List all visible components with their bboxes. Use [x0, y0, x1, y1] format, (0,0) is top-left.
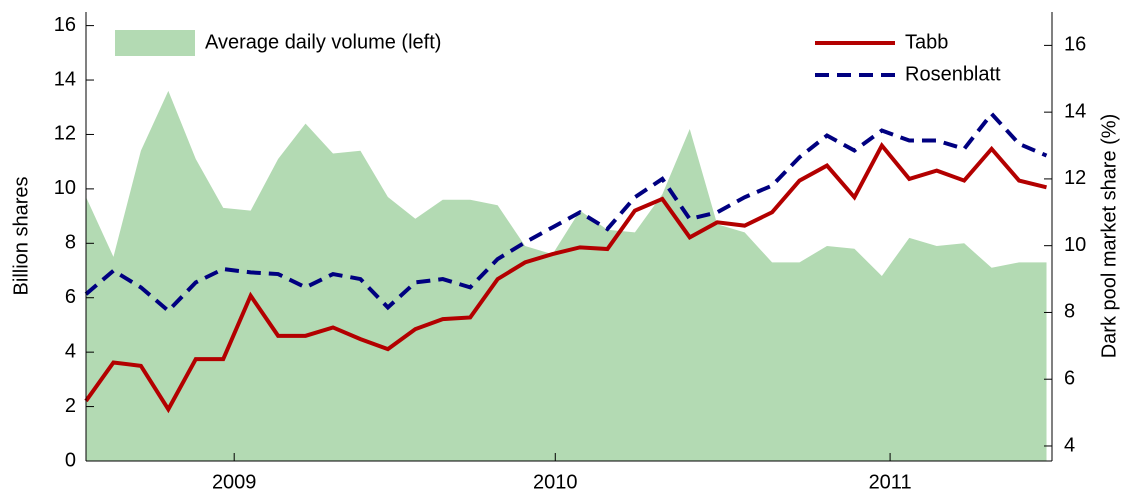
line	[84, 141, 1047, 414]
y2-tick-label: 14	[1064, 100, 1086, 122]
y2-tick-label: 8	[1064, 301, 1075, 323]
legend-label: Average daily volume (left)	[205, 31, 441, 53]
y-tick-label: 8	[65, 232, 76, 254]
y-tick-label: 16	[54, 14, 76, 36]
y-tick-label: 4	[65, 340, 76, 362]
y2-tick-label: 4	[1064, 434, 1075, 456]
y-tick-label: 12	[54, 123, 76, 145]
y-tick-label: 0	[65, 449, 76, 471]
x-tick-label: 2011	[869, 471, 912, 493]
area	[86, 90, 1047, 461]
legend-label: Rosenblatt	[905, 63, 1001, 85]
y2-axis-label: Dark pool market share (%)	[1098, 114, 1120, 359]
y-tick-label: 14	[54, 68, 76, 90]
y2-tick-label: 6	[1064, 367, 1075, 389]
legend-swatch	[115, 30, 195, 56]
line	[84, 110, 1048, 314]
y-axis-label: Billion shares	[10, 177, 32, 296]
y-tick-label: 10	[54, 177, 76, 199]
y-tick-label: 6	[65, 286, 76, 308]
y2-tick-label: 10	[1064, 234, 1086, 256]
x-tick-label: 2009	[212, 471, 257, 493]
legend-label: Tabb	[905, 31, 948, 53]
y-tick-label: 2	[65, 395, 76, 417]
y2-tick-label: 16	[1064, 34, 1086, 56]
y2-tick-label: 12	[1064, 167, 1086, 189]
x-tick-label: 2010	[533, 471, 578, 493]
